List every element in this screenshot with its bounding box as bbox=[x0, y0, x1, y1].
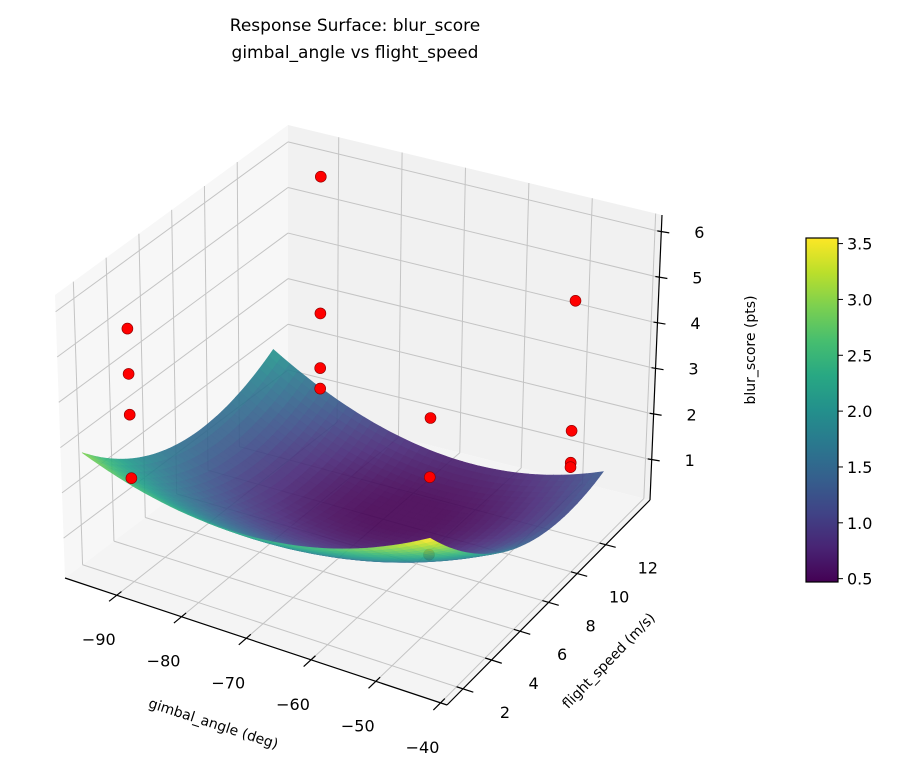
colorbar: 0.5 1.0 1.5 2.0 2.5 3.0 3.5 bbox=[805, 235, 872, 589]
chart-title: Response Surface: blur_score bbox=[230, 16, 480, 36]
gridline-x-back bbox=[336, 137, 340, 423]
gridline-z-back bbox=[287, 186, 660, 278]
x-axis-line bbox=[64, 577, 448, 706]
y-tick-label: 12 bbox=[638, 559, 658, 578]
x-tick bbox=[303, 655, 316, 667]
z-tick-label: 4 bbox=[690, 314, 700, 333]
z-tick bbox=[653, 321, 666, 325]
gridline-y-floor bbox=[145, 517, 521, 632]
response-surface bbox=[81, 349, 604, 563]
z-tick bbox=[647, 458, 660, 462]
x-tick-label: −90 bbox=[82, 630, 116, 649]
gridline-z-back bbox=[287, 323, 654, 415]
chart-subtitle: gimbal_angle vs flight_speed bbox=[232, 43, 479, 63]
x-tick bbox=[432, 698, 446, 711]
data-point bbox=[123, 408, 136, 421]
colorbar-tick-label: 1.0 bbox=[847, 514, 872, 533]
z-tick-label: 6 bbox=[694, 223, 704, 242]
data-point bbox=[314, 362, 327, 374]
z-tick bbox=[657, 230, 670, 234]
colorbar-tick-label: 0.5 bbox=[847, 570, 872, 589]
gridline-z-left bbox=[58, 232, 289, 403]
y-tick bbox=[570, 571, 588, 577]
colorbar-tick-label: 2.0 bbox=[847, 402, 872, 421]
y-tick bbox=[456, 686, 474, 693]
data-point bbox=[122, 368, 135, 380]
gridline-z-left bbox=[55, 141, 289, 313]
colorbar-tick-label: 3.5 bbox=[847, 235, 872, 254]
colorbar-tick-label: 2.5 bbox=[847, 346, 872, 365]
y-tick-label: 8 bbox=[586, 616, 596, 635]
z-tick-label: 2 bbox=[687, 405, 697, 424]
x-tick-label: −60 bbox=[276, 695, 310, 714]
z-tick-label: 1 bbox=[685, 451, 695, 470]
gridline-y-left bbox=[203, 185, 209, 471]
x-tick-label: −50 bbox=[341, 716, 375, 735]
data-point bbox=[424, 412, 437, 424]
x-tick bbox=[108, 591, 122, 602]
gridline-y-left bbox=[72, 281, 84, 565]
x-tick bbox=[368, 676, 381, 689]
z-axis-label: blur_score (pts) bbox=[743, 295, 759, 404]
x-tick-label: −40 bbox=[406, 738, 440, 757]
colorbar-tick-label: 1.5 bbox=[847, 458, 872, 477]
z-tick-label: 5 bbox=[692, 268, 702, 287]
gridline-y-floor bbox=[82, 564, 464, 690]
gridline-y-floor bbox=[113, 540, 492, 661]
gridline-x-back bbox=[582, 198, 593, 484]
gridline-y-left bbox=[105, 257, 115, 542]
data-point bbox=[565, 424, 578, 437]
data-point bbox=[125, 472, 138, 485]
y-tick bbox=[484, 657, 502, 664]
gridline-x-back bbox=[397, 152, 403, 438]
y-tick bbox=[513, 628, 531, 635]
x-tick bbox=[238, 633, 252, 646]
data-point bbox=[314, 382, 327, 395]
z-tick bbox=[649, 412, 662, 416]
gridline-z-back bbox=[287, 369, 652, 461]
gridline-z-left bbox=[60, 278, 289, 448]
data-point bbox=[121, 322, 134, 335]
surface-facet bbox=[420, 537, 436, 544]
data-point bbox=[423, 471, 436, 484]
points-front bbox=[121, 170, 582, 485]
z-axis-line bbox=[649, 214, 663, 501]
gridline-x-back bbox=[520, 182, 530, 468]
z-tick bbox=[651, 367, 664, 371]
data-point bbox=[314, 307, 327, 320]
z-tick-label: 3 bbox=[688, 360, 698, 379]
gridline-z-back bbox=[287, 141, 662, 233]
y-tick-label: 4 bbox=[528, 674, 538, 693]
x-axis-label: gimbal_angle (deg) bbox=[146, 696, 280, 753]
gridline-z-left bbox=[56, 187, 289, 358]
data-point bbox=[564, 461, 577, 474]
x-tick bbox=[173, 612, 187, 624]
gridline-x-back bbox=[459, 167, 466, 453]
gridline-z-back bbox=[287, 278, 656, 370]
z-tick bbox=[655, 275, 668, 280]
back-pane bbox=[288, 125, 662, 500]
data-point bbox=[569, 294, 582, 307]
data-point bbox=[314, 170, 327, 183]
y-tick-label: 2 bbox=[500, 703, 510, 722]
x-tick-label: −70 bbox=[211, 673, 245, 692]
colorbar-tick-label: 3.0 bbox=[847, 290, 872, 309]
y-axis-label: flight_speed (m/s) bbox=[560, 610, 659, 712]
y-tick-label: 6 bbox=[557, 645, 567, 664]
colorbar-gradient bbox=[805, 237, 839, 583]
y-tick bbox=[599, 542, 616, 548]
x-tick-label: −80 bbox=[147, 652, 181, 671]
y-tick-label: 10 bbox=[609, 588, 629, 607]
gridline-x-back bbox=[643, 213, 657, 499]
gridline-z-back bbox=[287, 232, 658, 324]
y-tick bbox=[542, 599, 559, 606]
